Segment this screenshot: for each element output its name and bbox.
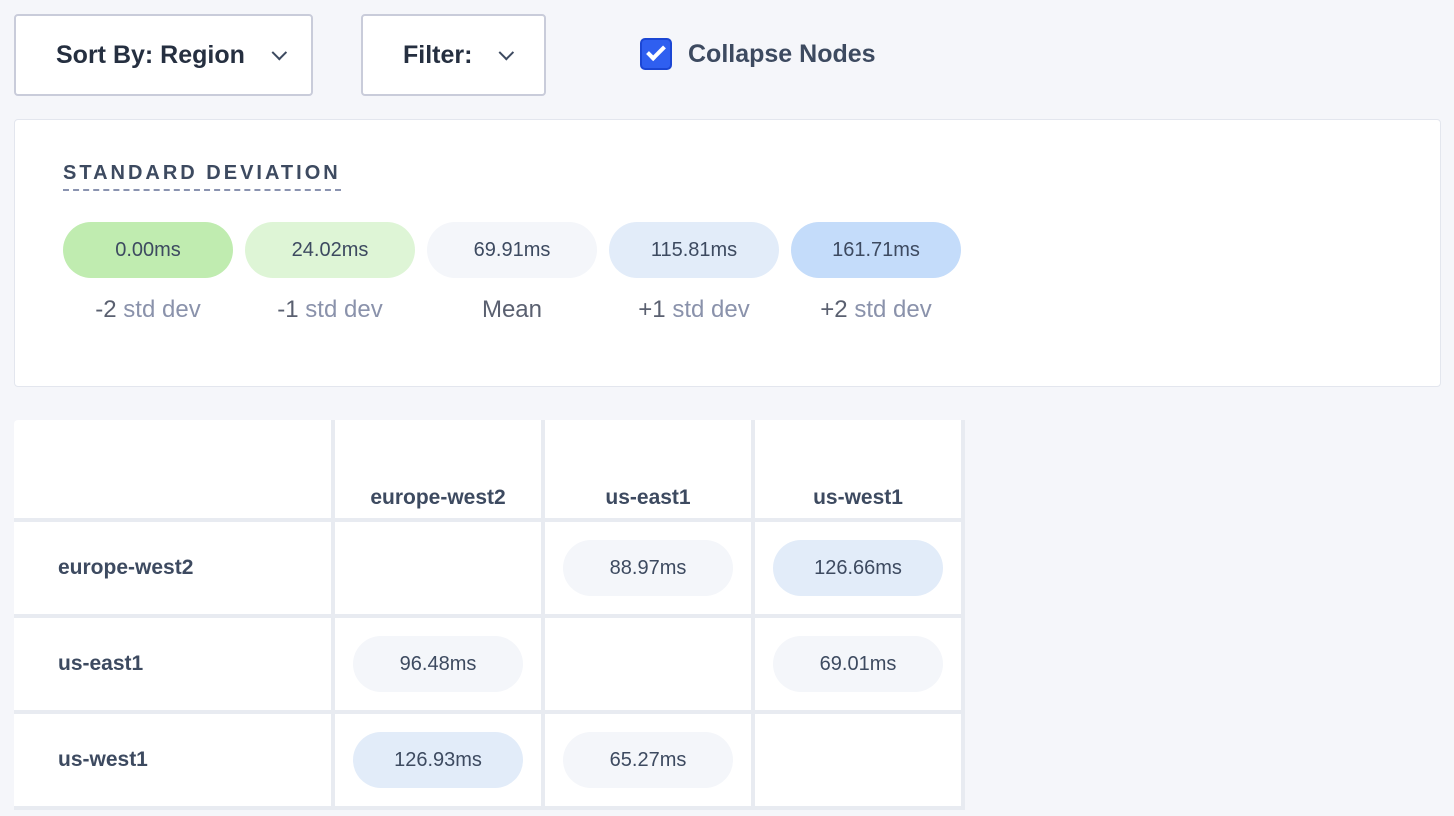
sort-by-dropdown[interactable]: Sort By: Region [14,14,313,96]
legend-sign: Mean [481,296,543,323]
collapse-nodes-toggle[interactable]: Collapse Nodes [640,38,876,70]
column-header: us-west1 [751,420,965,522]
latency-cell: 88.97ms [541,518,755,618]
legend-sign: +1 [638,296,666,323]
sort-by-label: Sort By: Region [56,40,245,69]
filter-dropdown[interactable]: Filter: [361,14,546,96]
legend-sign: -2 [95,296,117,323]
legend-title: STANDARD DEVIATION [63,162,341,191]
latency-pill: 96.48ms [353,636,523,692]
latency-cell: 126.66ms [751,518,965,618]
empty-cell [331,518,545,618]
corner-cell [14,420,335,522]
latency-cell: 69.01ms [751,614,965,714]
column-header: us-east1 [541,420,755,522]
table-row: europe-west2 88.97ms 126.66ms [14,518,965,618]
filter-label: Filter: [403,40,473,69]
legend-sign: -1 [277,296,299,323]
legend-suffix: std dev [298,296,383,323]
latency-cell: 126.93ms [331,710,545,810]
legend-item: 24.02ms -1 std dev [245,222,415,324]
legend-pill: 115.81ms [609,222,779,278]
legend-suffix: std dev [847,296,932,323]
legend-label: -2 std dev [63,296,233,324]
collapse-nodes-label: Collapse Nodes [688,39,876,68]
checkmark-icon [646,41,666,62]
latency-pill: 126.93ms [353,732,523,788]
collapse-nodes-checkbox[interactable] [640,38,672,70]
latency-pill: 69.01ms [773,636,943,692]
chevron-down-icon [499,44,515,60]
table-row: us-east1 96.48ms 69.01ms [14,614,965,714]
legend-item: 69.91ms Mean [427,222,597,324]
latency-pill: 88.97ms [563,540,733,596]
legend-pill: 69.91ms [427,222,597,278]
standard-deviation-legend: STANDARD DEVIATION 0.00ms -2 std dev 24.0… [14,119,1441,387]
chevron-down-icon [271,44,288,60]
legend-label: +1 std dev [609,296,779,324]
empty-cell [751,710,965,810]
legend-item: 115.81ms +1 std dev [609,222,779,324]
legend-item: 161.71ms +2 std dev [791,222,961,324]
latency-cell: 65.27ms [541,710,755,810]
row-header: us-west1 [14,710,335,810]
row-header: europe-west2 [14,518,335,618]
legend-item: 0.00ms -2 std dev [63,222,233,324]
legend-pill: 161.71ms [791,222,961,278]
legend-label: Mean [427,296,597,324]
legend-suffix: std dev [116,296,201,323]
latency-pill: 126.66ms [773,540,943,596]
row-header: us-east1 [14,614,335,714]
legend-label: -1 std dev [245,296,415,324]
legend-sign: +2 [820,296,848,323]
latency-pill: 65.27ms [563,732,733,788]
latency-matrix: europe-west2 us-east1 us-west1 europe-west… [14,420,965,810]
empty-cell [541,614,755,714]
legend-suffix: std dev [665,296,750,323]
column-header: europe-west2 [331,420,545,522]
legend-label: +2 std dev [791,296,961,324]
table-row: us-west1 126.93ms 65.27ms [14,710,965,810]
legend-pill: 24.02ms [245,222,415,278]
legend-pill: 0.00ms [63,222,233,278]
latency-cell: 96.48ms [331,614,545,714]
